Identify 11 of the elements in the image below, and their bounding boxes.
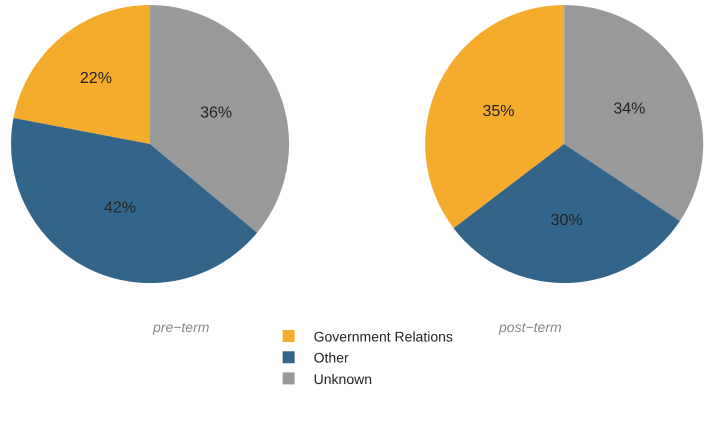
data-label: 30%: [550, 212, 583, 230]
legend-label: Unknown: [314, 370, 372, 387]
data-label: 36%: [200, 104, 232, 122]
legend-label: Other: [314, 350, 349, 366]
data-label: 42%: [104, 199, 136, 216]
slice-label: post−term: [498, 319, 562, 335]
slice-label: pre−term: [152, 319, 210, 335]
data-label: 34%: [613, 100, 646, 118]
data-label: 35%: [482, 102, 515, 120]
legend-label: Government Relations: [314, 328, 453, 344]
data-label: 22%: [80, 70, 112, 88]
